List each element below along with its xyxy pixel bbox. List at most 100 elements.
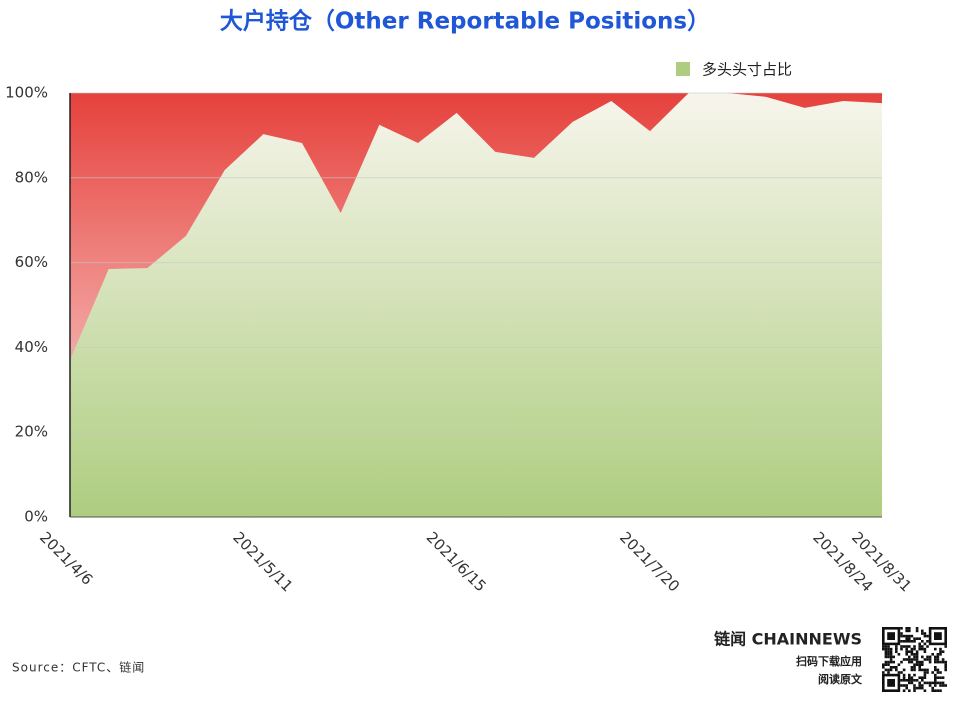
qr-cell <box>934 689 937 692</box>
qr-cell <box>905 627 908 630</box>
y-tick-label: 40% <box>15 338 48 356</box>
qr-cell <box>931 653 934 656</box>
qr-cell <box>900 679 903 682</box>
qr-cell <box>931 671 934 674</box>
qr-cell <box>939 660 942 664</box>
qr-cell <box>910 679 914 682</box>
qr-cell <box>900 632 903 635</box>
legend-swatch <box>676 62 690 76</box>
qr-cell <box>934 679 937 682</box>
qr-cell <box>939 676 942 679</box>
qr-cell <box>905 679 908 682</box>
qr-cell <box>895 647 898 651</box>
qr-cell <box>887 650 890 653</box>
qr-cell <box>889 660 893 664</box>
qr-cell <box>931 686 934 690</box>
qr-cell <box>908 681 911 685</box>
qr-cell <box>918 681 921 685</box>
qr-cell <box>908 627 911 630</box>
qr-cell <box>889 658 893 661</box>
qr-cell <box>941 684 945 687</box>
qr-cell <box>918 647 921 651</box>
y-tick-label: 100% <box>5 84 48 102</box>
qr-cell <box>936 671 940 674</box>
qr-cell <box>908 676 911 679</box>
qr-finder <box>928 626 947 646</box>
qr-cell <box>887 645 890 648</box>
qr-cell <box>900 647 903 651</box>
qr-cell <box>923 671 927 674</box>
qr-cell <box>910 650 914 653</box>
qr-cell <box>936 676 940 679</box>
legend-label: 多头头寸占比 <box>702 61 792 79</box>
qr-cell <box>908 679 911 682</box>
qr-cell <box>913 666 916 669</box>
qr-cell <box>908 673 911 677</box>
qr-cell <box>934 660 937 664</box>
qr-cell <box>936 658 940 661</box>
qr-cell <box>913 668 916 672</box>
qr-cell <box>923 647 927 651</box>
qr-cell <box>900 627 903 630</box>
qr-cell <box>910 640 914 643</box>
y-tick-label: 60% <box>15 253 48 271</box>
y-tick-label: 0% <box>24 508 48 526</box>
qr-cell <box>884 645 888 648</box>
qr-cell <box>918 660 921 664</box>
qr-cell <box>884 647 888 651</box>
qr-cell <box>923 634 927 638</box>
qr-finder <box>881 673 901 692</box>
qr-cell <box>915 629 919 633</box>
qr-cell <box>900 645 903 648</box>
qr-cell <box>913 679 916 682</box>
qr-finder <box>934 632 942 640</box>
x-tick-label: 2021/5/11 <box>229 528 296 595</box>
qr-cell <box>908 660 911 664</box>
qr-cell <box>915 653 919 656</box>
qr-cell <box>905 653 908 656</box>
qr-cell <box>900 640 903 643</box>
qr-cell <box>887 655 890 659</box>
qr-cell <box>887 668 890 672</box>
qr-cell <box>939 647 942 651</box>
source: Source：CFTC、链闻 <box>12 660 145 675</box>
qr-cell <box>908 689 911 692</box>
qr-cell <box>936 660 940 664</box>
qr-cell <box>918 637 921 640</box>
qr-cell <box>897 653 901 656</box>
qr-cell <box>921 629 924 633</box>
qr-cell <box>889 655 893 659</box>
qr-cell <box>902 673 906 677</box>
qr-cell <box>882 645 885 648</box>
qr-cell <box>926 671 929 674</box>
qr-cell <box>895 645 898 648</box>
qr-cell <box>905 658 908 661</box>
qr-cell <box>928 681 932 685</box>
qr-cell <box>921 668 924 672</box>
qr-cell <box>913 673 916 677</box>
qr-cell <box>902 640 906 643</box>
qr-cell <box>939 671 942 674</box>
qr-cell <box>936 653 940 656</box>
x-tick-label: 2021/6/15 <box>423 528 490 595</box>
area <box>70 93 882 517</box>
qr-cell <box>887 660 890 664</box>
qr-cell <box>944 684 947 687</box>
qr-cell <box>921 632 924 635</box>
qr-cell <box>905 684 908 687</box>
qr-cell <box>921 660 924 664</box>
qr-cell <box>902 658 906 661</box>
qr-cell <box>905 629 908 633</box>
qr-cell <box>926 645 929 648</box>
qr-cell <box>918 676 921 679</box>
qr-cell <box>944 666 947 669</box>
qr-cell <box>902 689 906 692</box>
qr-cell <box>939 650 942 653</box>
qr-cell <box>918 684 921 687</box>
qr-cell <box>882 666 885 669</box>
qr-cell <box>908 637 911 640</box>
qr-cell <box>921 647 924 651</box>
qr-cell <box>905 637 908 640</box>
qr-cell <box>910 653 914 656</box>
